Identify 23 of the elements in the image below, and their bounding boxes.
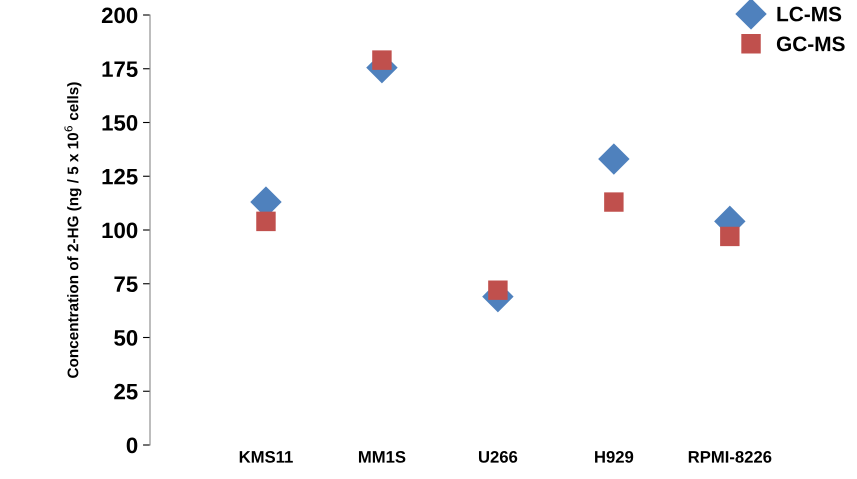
x-tick-label: H929 bbox=[595, 450, 634, 463]
y-tick-label: 150 bbox=[102, 115, 138, 131]
legend-label: LC-MS bbox=[777, 6, 842, 22]
y-tick-label: 100 bbox=[102, 222, 138, 238]
point bbox=[604, 192, 624, 212]
y-tick-label: 25 bbox=[114, 384, 138, 400]
y-tick-label: 175 bbox=[102, 62, 138, 78]
x-tick-label: RPMI-8226 bbox=[688, 450, 772, 463]
point bbox=[598, 144, 630, 174]
legend-label: GC-MS bbox=[776, 36, 845, 52]
y-tick-label: 200 bbox=[102, 8, 138, 24]
point bbox=[720, 226, 740, 246]
x-tick-label: KMS11 bbox=[240, 450, 293, 463]
y-tick-label: 125 bbox=[102, 168, 138, 185]
y-tick-label: 0 bbox=[126, 438, 138, 454]
x-tick-label: U266 bbox=[478, 450, 518, 463]
point bbox=[372, 50, 392, 70]
point bbox=[488, 280, 508, 300]
y-axis-title: Concentration of 2-HG (ng / 5 x 10$^{6}$ cells) bbox=[64, 82, 82, 378]
y-tick-label: 75 bbox=[114, 276, 138, 292]
x-tick-label: MM1S bbox=[358, 450, 406, 463]
point bbox=[256, 212, 276, 232]
y-tick-label: 50 bbox=[114, 330, 138, 346]
